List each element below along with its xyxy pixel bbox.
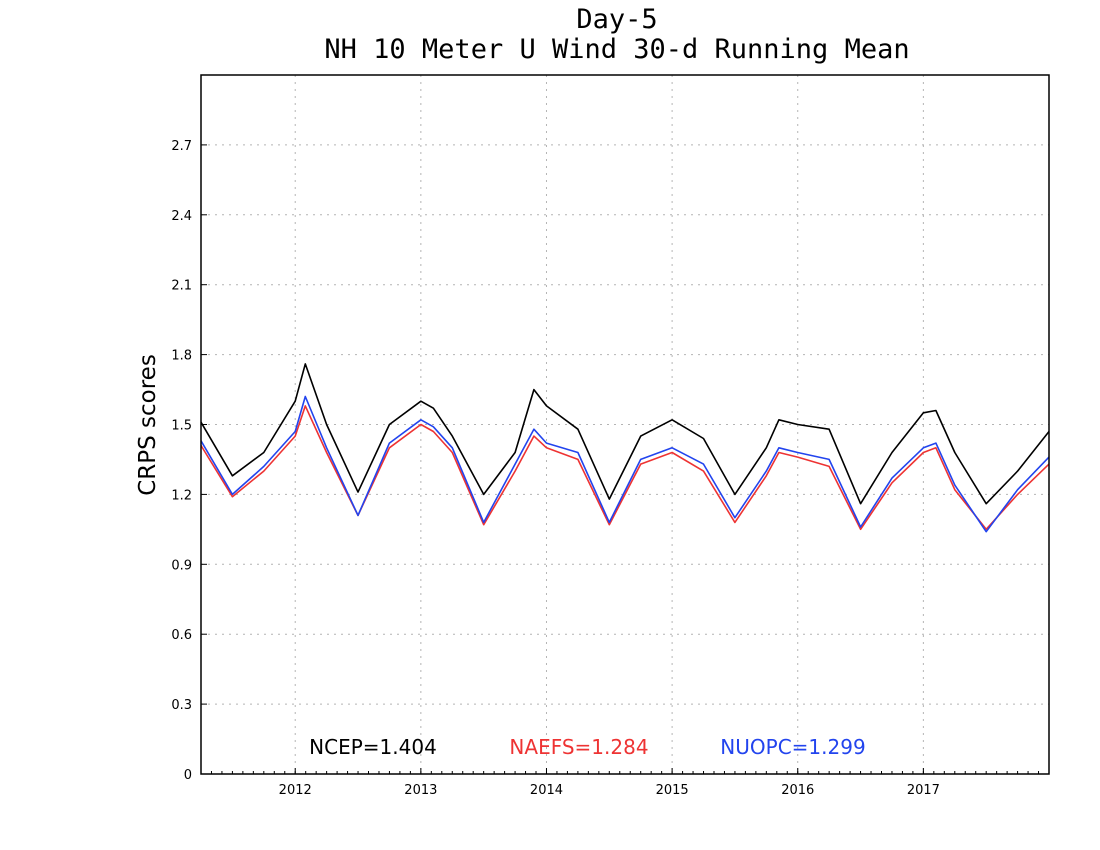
legend-entry-naefs: NAEFS=1.284	[509, 735, 648, 759]
y-tick-label: 1.5	[171, 419, 192, 434]
y-tick-label: 2.1	[171, 279, 192, 294]
series-line-naefs	[200, 405, 1050, 531]
y-tick-label: 0.6	[171, 628, 192, 643]
x-tick-label: 2014	[530, 783, 563, 798]
x-tick-label: 2012	[279, 783, 312, 798]
chart-subtitle: NH 10 Meter U Wind 30-d Running Mean	[324, 34, 909, 65]
grid-layer	[201, 75, 1049, 774]
chart-title: Day-5	[576, 4, 657, 35]
x-tick-label: 2017	[907, 783, 940, 798]
legend-layer: NCEP=1.404 NAEFS=1.284 NUOPC=1.299	[309, 735, 866, 759]
legend-entry-nuopc: NUOPC=1.299	[720, 735, 865, 759]
series-line-ncep	[200, 363, 1050, 505]
x-tick-label: 2013	[404, 783, 437, 798]
y-tick-label: 1.2	[171, 488, 192, 503]
y-tick-label: 0	[184, 768, 192, 783]
series-line-nuopc	[200, 395, 1050, 533]
axis-layer: 0 0.3 0.6 0.9 1.2 1.5 1.8 2.1 2.4 2.7 2012 2013 2014…	[171, 139, 1050, 798]
x-tick-label: 2015	[656, 783, 689, 798]
y-tick-label: 0.3	[171, 698, 192, 713]
x-tick-label: 2016	[781, 783, 814, 798]
y-tick-label: 2.7	[171, 139, 192, 154]
y-tick-label: 1.8	[171, 349, 192, 364]
legend-entry-ncep: NCEP=1.404	[309, 735, 437, 759]
y-axis-label: CRPS scores	[135, 354, 161, 496]
y-tick-label: 2.4	[171, 209, 192, 224]
series-layer	[200, 363, 1050, 533]
y-tick-label: 0.9	[171, 558, 192, 573]
